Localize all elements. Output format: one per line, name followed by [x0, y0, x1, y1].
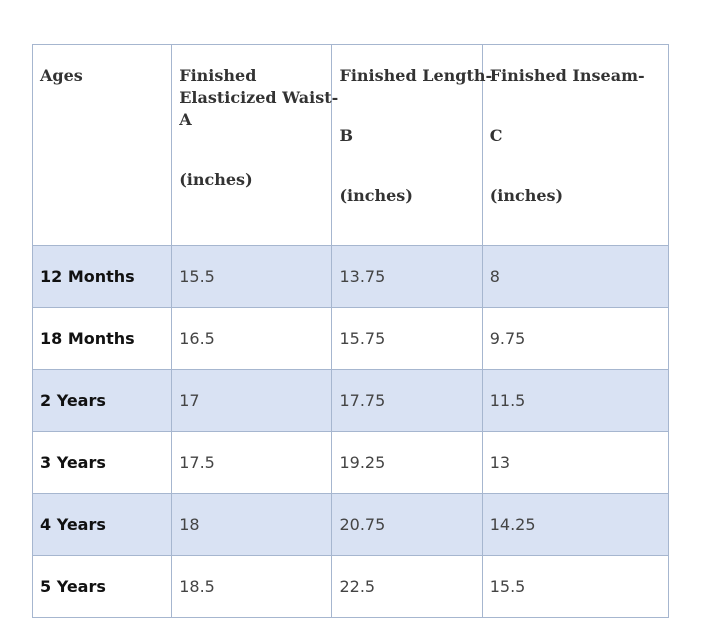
age-cell: 2 Years [31, 369, 173, 432]
waist-cell: 18.5 [171, 555, 333, 618]
age-cell: 5 Years [31, 555, 173, 618]
inseam-cell: 9.75 [481, 307, 670, 370]
header-waist: Finished Elasticized Waist- A (inches) [171, 44, 339, 246]
table-row: 18 Months 16.5 15.75 9.75 [31, 307, 670, 370]
header-ages: Ages [31, 44, 173, 246]
age-cell: 18 Months [31, 307, 173, 370]
header-inseam-spacer [490, 147, 662, 185]
length-cell: 13.75 [331, 245, 483, 308]
size-chart-table: Ages Finished Elasticized Waist- A (inch… [31, 44, 670, 618]
waist-cell: 15.5 [171, 245, 333, 308]
table-header-row: Ages Finished Elasticized Waist- A (inch… [31, 44, 670, 246]
header-length-line1: Finished Length- [339, 66, 493, 85]
header-inseam: Finished Inseam- C (inches) [481, 44, 670, 246]
header-waist-unit: (inches) [179, 170, 253, 189]
inseam-cell: 8 [481, 245, 670, 308]
header-length-spacer [339, 147, 475, 185]
waist-cell: 17 [171, 369, 333, 432]
header-length-spacer-top [339, 87, 475, 125]
table-row: 12 Months 15.5 13.75 8 [31, 245, 670, 308]
length-cell: 17.75 [331, 369, 483, 432]
table-row: 4 Years 18 20.75 14.25 [31, 493, 670, 556]
header-inseam-letter: C [489, 126, 503, 145]
inseam-cell: 13 [481, 431, 670, 494]
length-cell: 19.25 [331, 431, 483, 494]
table-row: 2 Years 17 17.75 11.5 [31, 369, 670, 432]
age-cell: 12 Months [31, 245, 173, 308]
header-inseam-line1: Finished Inseam- [489, 66, 645, 85]
length-cell: 22.5 [331, 555, 483, 618]
age-cell: 4 Years [31, 493, 173, 556]
header-length: Finished Length- B (inches) [331, 44, 493, 246]
inseam-cell: 15.5 [481, 555, 670, 618]
length-cell: 20.75 [331, 493, 483, 556]
header-inseam-unit: (inches) [489, 186, 564, 205]
header-waist-letter: A [179, 110, 192, 129]
header-waist-line1: Finished [179, 66, 257, 85]
header-length-unit: (inches) [339, 186, 413, 205]
table-row: 3 Years 17.5 19.25 13 [31, 431, 670, 494]
header-waist-line2: Elasticized Waist- [179, 88, 339, 107]
waist-cell: 16.5 [171, 307, 333, 370]
length-cell: 15.75 [331, 307, 483, 370]
inseam-cell: 14.25 [481, 493, 670, 556]
inseam-cell: 11.5 [481, 369, 670, 432]
waist-cell: 18 [171, 493, 333, 556]
header-inseam-spacer-top [490, 87, 662, 125]
header-ages-label: Ages [40, 66, 83, 85]
header-length-letter: B [339, 126, 353, 145]
header-waist-spacer [179, 131, 325, 169]
waist-cell: 17.5 [171, 431, 333, 494]
age-cell: 3 Years [31, 431, 173, 494]
table-row: 5 Years 18.5 22.5 15.5 [31, 555, 670, 618]
